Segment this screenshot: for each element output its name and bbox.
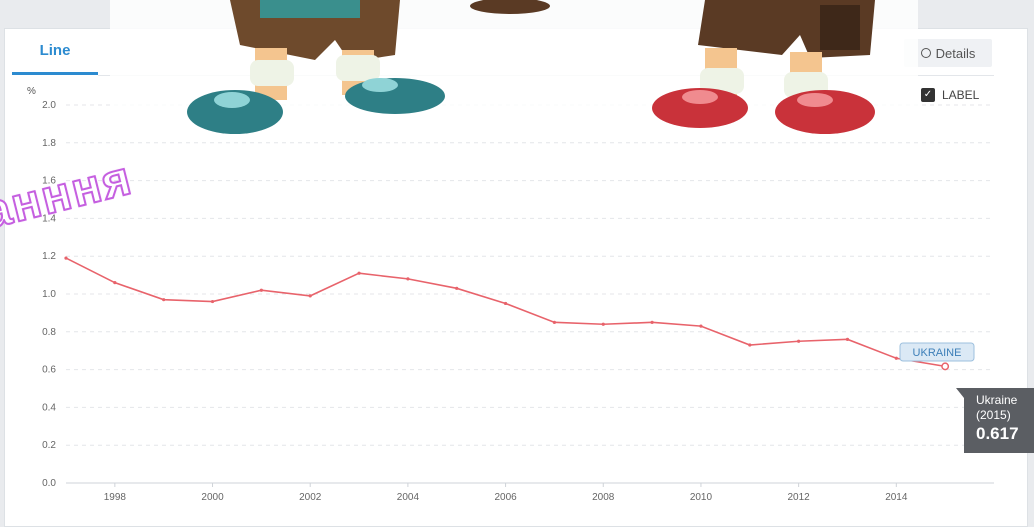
x-tick-label: 2002 [299,492,322,503]
tab-line[interactable]: Line [12,35,98,75]
x-tick-label: 1998 [104,492,127,503]
data-point[interactable] [748,343,752,347]
data-point[interactable] [601,322,605,326]
data-point[interactable] [308,294,312,298]
tooltip-value: 0.617 [976,424,1019,443]
series-label-text: UKRAINE [913,347,962,359]
highlighted-data-point[interactable] [941,362,950,371]
cartoon-overlay-image [110,0,918,135]
data-point[interactable] [503,301,508,306]
data-point[interactable] [357,271,361,275]
y-tick-label: 0.2 [42,440,56,451]
label-checkbox-icon[interactable]: ✓ [921,88,935,102]
y-axis-ticks: 0.0 0.2 0.4 0.6 0.8 1.0 1.2 1.4 1.6 1.8 2.0 [42,100,56,489]
x-tick-label: 2014 [885,492,908,503]
x-tick-label: 2012 [788,492,811,503]
y-axis-unit-label: % [27,86,36,97]
data-point[interactable] [210,299,215,304]
y-tick-label: 1.8 [42,138,56,149]
x-axis-ticks: 1998 2000 2002 2004 2006 2008 2010 2012 2014 [104,483,908,503]
data-point[interactable] [797,339,801,343]
x-tick-label: 2008 [592,492,615,503]
data-point[interactable] [894,356,898,360]
data-point[interactable] [406,277,410,281]
label-toggle-text: LABEL [942,88,980,102]
data-point[interactable] [455,286,459,290]
data-point[interactable] [162,298,166,302]
details-button[interactable]: Details [904,39,992,67]
tooltip-year: (2015) [976,408,1011,422]
y-tick-label: 1.4 [42,213,56,224]
details-icon [920,48,931,58]
y-tick-label: 1.6 [42,176,56,187]
y-tick-label: 1.2 [42,251,56,262]
x-tick-label: 2006 [494,492,517,503]
label-toggle[interactable]: ✓ LABEL [921,88,979,102]
cartoon-kids-illustration [187,0,875,134]
x-tick-label: 2010 [690,492,713,503]
data-point[interactable] [259,288,263,292]
data-point[interactable] [64,256,68,260]
x-tick-label: 2000 [201,492,224,503]
grid-lines [66,104,994,484]
series-layer [64,256,950,371]
y-tick-label: 1.0 [42,289,56,300]
y-tick-label: 0.8 [42,327,56,338]
details-label: Details [935,45,976,61]
y-tick-label: 0.4 [42,402,56,413]
data-point[interactable] [650,320,654,324]
y-tick-label: 2.0 [42,100,56,111]
series-line [65,257,946,368]
data-tooltip: Ukraine (2015) 0.617 [956,388,1034,453]
x-tick-label: 2004 [397,492,420,503]
y-tick-label: 0.0 [42,478,56,489]
data-point[interactable] [699,324,703,328]
data-point[interactable] [113,281,117,285]
y-tick-label: 0.6 [42,365,56,376]
data-point[interactable] [552,320,557,324]
series-label-badge: UKRAINE [899,342,975,362]
data-point[interactable] [845,337,850,341]
tooltip-country: Ukraine [976,393,1018,407]
